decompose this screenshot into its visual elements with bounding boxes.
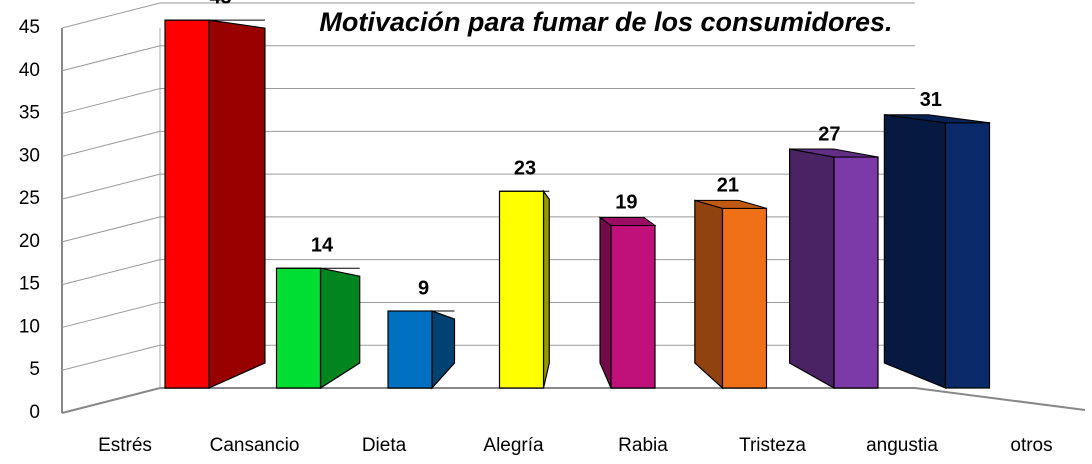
y-tick-label: 25	[19, 188, 40, 209]
value-label: 23	[514, 158, 536, 180]
value-label: 9	[418, 277, 429, 299]
floor	[61, 387, 1086, 414]
y-tick-label: 20	[19, 231, 40, 252]
y-tick-label: 45	[19, 17, 40, 38]
grid-line	[61, 45, 161, 72]
bar	[498, 190, 545, 389]
value-label: 19	[615, 192, 637, 214]
y-tick-label: 30	[19, 145, 40, 166]
y-tick-label: 0	[29, 402, 40, 423]
x-tick-label: Dieta	[362, 435, 407, 456]
value-label: 21	[717, 175, 739, 197]
bar-side	[431, 310, 456, 390]
bar-side	[694, 199, 724, 390]
bar	[721, 207, 768, 389]
bar-top	[598, 216, 657, 226]
bar-side	[599, 216, 612, 389]
bar	[610, 224, 656, 389]
y-tick-label: 35	[19, 103, 40, 124]
bar-side	[883, 114, 947, 389]
x-tick-label: Cansancio	[210, 435, 300, 456]
value-label: 27	[818, 123, 840, 145]
x-tick-label: otros	[1010, 435, 1052, 456]
grid-line	[61, 301, 161, 328]
bar-top	[789, 148, 879, 158]
value-label: 14	[311, 235, 334, 257]
bar-side	[208, 19, 266, 389]
x-tick-label: angustia	[866, 435, 938, 456]
bar-top	[884, 114, 990, 124]
x-tick-label: Estrés	[98, 435, 152, 456]
x-tick-label: Alegría	[483, 435, 544, 456]
bar-side	[319, 267, 361, 390]
bar	[275, 267, 322, 389]
grid-line	[61, 259, 161, 286]
y-tick-label: 15	[19, 274, 40, 295]
chart-title: Motivación para fumar de los consumidore…	[319, 7, 892, 37]
value-label: 43	[209, 0, 231, 8]
bar-top	[694, 199, 767, 209]
bar-side	[542, 189, 550, 389]
grid-line	[61, 344, 161, 371]
grid-line	[61, 88, 161, 115]
grid-line	[61, 130, 161, 157]
grid-line	[61, 2, 161, 29]
grid-line	[61, 216, 161, 243]
y-tick-label: 40	[19, 60, 40, 81]
bar	[944, 122, 991, 389]
bar-side	[788, 148, 835, 390]
bar	[387, 310, 433, 389]
x-tick-label: Tristeza	[739, 435, 806, 456]
bar	[833, 156, 879, 389]
bar	[164, 19, 210, 389]
value-label: 31	[920, 89, 942, 111]
x-tick-label: Rabia	[618, 435, 668, 456]
y-tick-label: 5	[29, 359, 40, 380]
y-tick-label: 10	[19, 316, 40, 337]
grid-line	[61, 173, 161, 200]
